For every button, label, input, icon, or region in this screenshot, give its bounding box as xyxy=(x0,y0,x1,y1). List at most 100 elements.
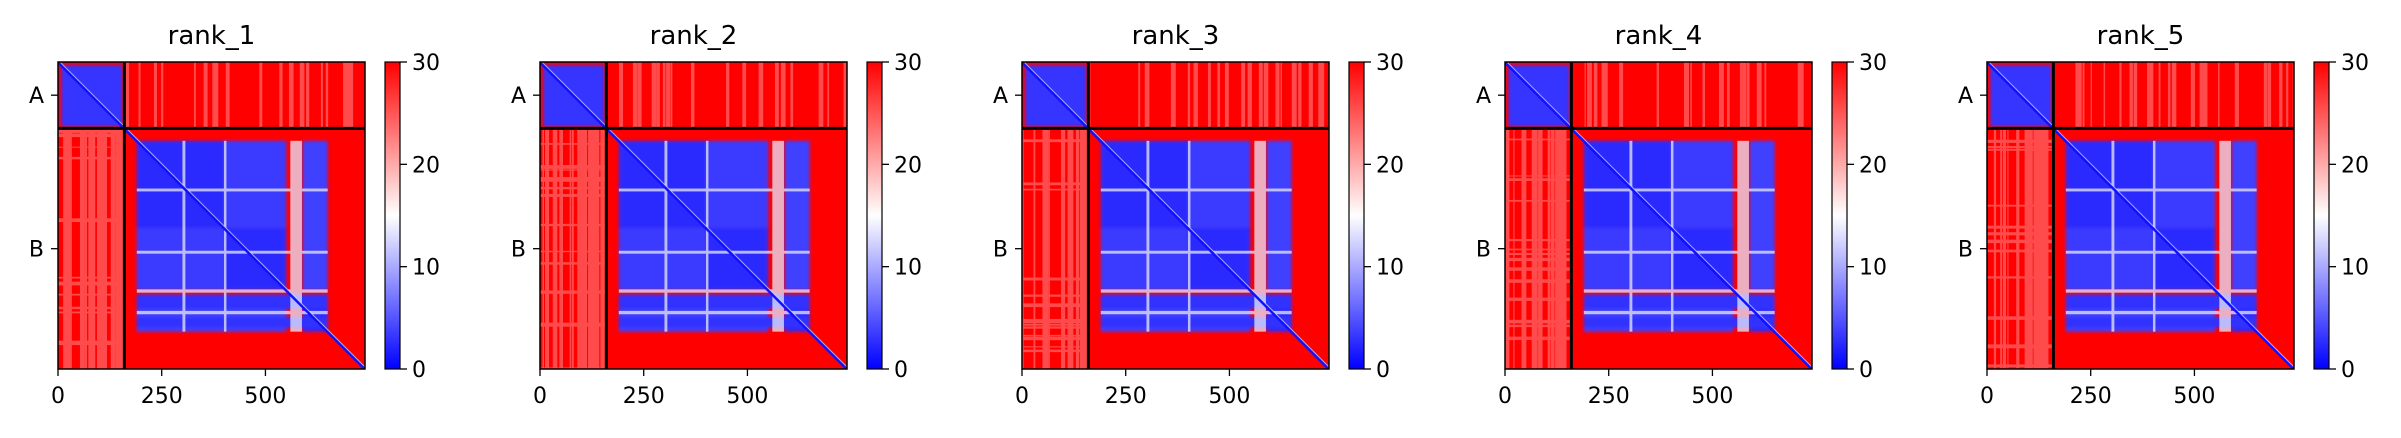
streak xyxy=(1687,62,1690,129)
streak xyxy=(225,62,228,129)
y-tick-label: B xyxy=(1958,238,1973,263)
x-tick-label: 500 xyxy=(2173,384,2215,409)
confident-regions xyxy=(1990,65,2257,332)
streak xyxy=(2075,62,2079,129)
streak xyxy=(2035,128,2039,369)
separator xyxy=(1187,140,1191,332)
separator xyxy=(2065,310,2257,315)
separator xyxy=(772,140,784,332)
streak xyxy=(2201,62,2205,129)
streak xyxy=(783,62,786,129)
colorbar-tick-label: 0 xyxy=(412,358,426,383)
diagonal xyxy=(1022,62,1329,369)
streak xyxy=(214,62,219,129)
streak xyxy=(1507,128,1509,369)
x-tick-label: 250 xyxy=(1105,384,1147,409)
streak xyxy=(1022,349,1089,353)
streak xyxy=(227,62,230,129)
streak xyxy=(2043,128,2047,369)
diagonal xyxy=(1987,62,2294,369)
streak xyxy=(1987,232,2054,236)
streak xyxy=(2036,128,2042,369)
streak xyxy=(118,128,122,369)
pae-panel-3: rank_3 A B 0 250 500 0 10 20 30 xyxy=(993,21,1404,409)
streak xyxy=(2158,62,2161,129)
streak xyxy=(1987,344,2054,349)
confident-block xyxy=(1100,227,1188,291)
separator xyxy=(1100,250,1292,254)
streak xyxy=(827,62,830,129)
streak xyxy=(1061,128,1064,369)
streak xyxy=(2218,62,2220,129)
streak xyxy=(1764,62,1767,129)
interchain-streaks xyxy=(540,62,847,369)
streak xyxy=(96,128,100,369)
streak xyxy=(58,130,125,133)
panel-title: rank_1 xyxy=(168,21,256,51)
streak xyxy=(1987,316,2054,320)
streak xyxy=(1505,279,1572,283)
streak xyxy=(1505,199,1572,202)
streak xyxy=(1263,62,1269,129)
confident-regions xyxy=(61,65,328,332)
x-tick-label: 0 xyxy=(51,384,65,409)
confident-block xyxy=(784,140,810,291)
confident-block xyxy=(1187,140,1251,228)
streak xyxy=(1505,257,1572,262)
streak xyxy=(82,128,85,369)
streak xyxy=(1555,128,1561,369)
heatmap xyxy=(58,62,365,369)
separator xyxy=(2065,250,2257,254)
colorbar xyxy=(866,61,883,370)
streak xyxy=(569,128,572,369)
streak xyxy=(1619,62,1621,129)
x-tick-label: 250 xyxy=(1588,384,1630,409)
confident-block xyxy=(223,140,287,228)
streak xyxy=(1258,62,1263,129)
streak xyxy=(588,128,593,369)
streak xyxy=(843,62,847,129)
y-tick-label: B xyxy=(993,238,1008,263)
streak xyxy=(590,128,593,369)
streak xyxy=(1557,128,1559,369)
streak xyxy=(1217,62,1221,129)
confident-block xyxy=(1583,227,1671,291)
confident-block xyxy=(2065,317,2257,328)
streak xyxy=(138,62,141,129)
streak xyxy=(2263,62,2268,129)
diagonal-edge xyxy=(1988,62,2294,368)
streak xyxy=(1505,138,1572,141)
colorbar-tick-label: 30 xyxy=(412,51,440,76)
streak xyxy=(1247,62,1251,129)
separator xyxy=(2065,188,2257,192)
streak xyxy=(1739,62,1743,129)
streak xyxy=(670,62,673,129)
separator xyxy=(1737,140,1749,332)
streak xyxy=(1987,364,2054,368)
pae-panel-5: rank_5 A B 0 250 500 0 10 20 30 xyxy=(1958,21,2369,409)
confident-block xyxy=(1670,140,1734,228)
confident-block xyxy=(136,317,328,328)
streak xyxy=(2033,128,2039,369)
colorbar-tick-label: 10 xyxy=(1376,256,1404,281)
streak xyxy=(58,156,125,160)
streak xyxy=(1319,62,1325,129)
confident-block xyxy=(618,317,810,328)
streak xyxy=(1080,128,1082,369)
streak xyxy=(540,194,607,197)
streak xyxy=(102,128,107,369)
confident-block xyxy=(618,227,706,291)
streak xyxy=(161,62,164,129)
diagonal-edge xyxy=(59,62,365,368)
streak xyxy=(306,62,310,129)
streak xyxy=(559,128,562,369)
streak xyxy=(654,62,657,129)
streak xyxy=(1552,128,1555,369)
separator xyxy=(664,140,668,332)
streak xyxy=(2133,62,2138,129)
streak xyxy=(761,62,764,129)
colorbar-tick-label: 0 xyxy=(2341,358,2355,383)
colorbar-tick-label: 20 xyxy=(894,153,922,178)
streak xyxy=(1022,277,1089,281)
streak xyxy=(2027,128,2032,369)
